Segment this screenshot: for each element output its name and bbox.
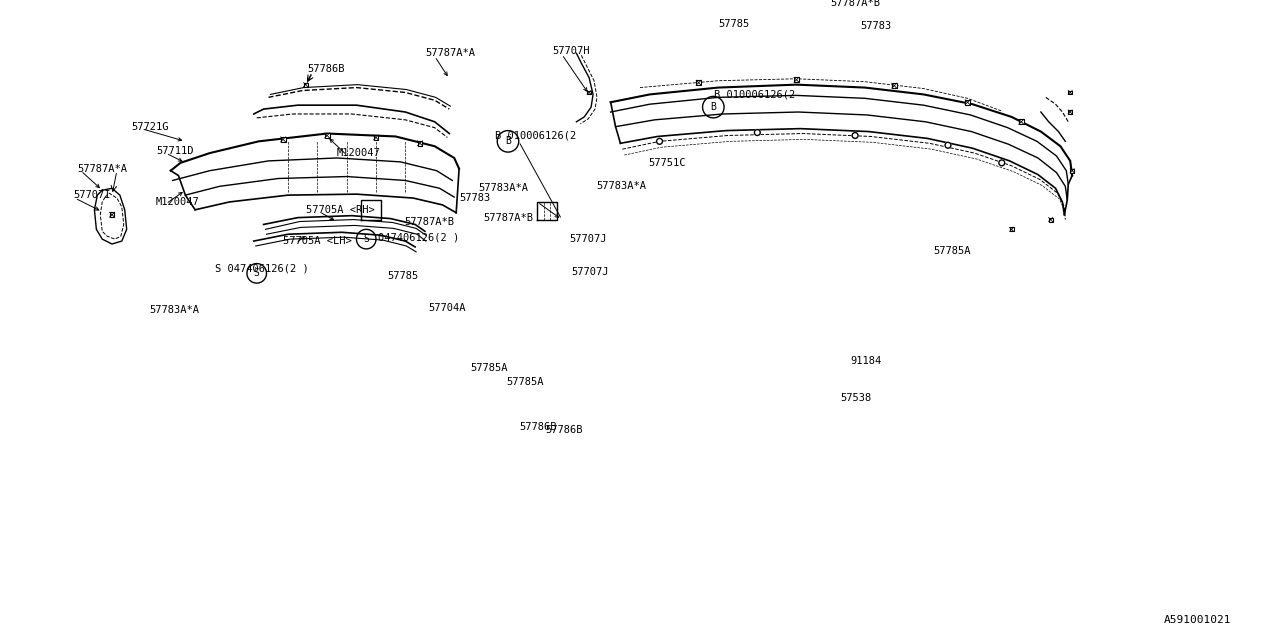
- Text: 57707J: 57707J: [572, 268, 609, 277]
- Text: 57785A: 57785A: [506, 377, 544, 387]
- Bar: [1048, 218, 1052, 221]
- Text: 57785: 57785: [718, 19, 750, 29]
- Text: 57787A*A: 57787A*A: [425, 49, 475, 58]
- Text: 57751C: 57751C: [648, 158, 685, 168]
- Text: 57786B: 57786B: [520, 422, 557, 432]
- Text: S: S: [253, 268, 260, 278]
- Bar: [1069, 110, 1073, 114]
- Circle shape: [945, 142, 951, 148]
- Text: 57783: 57783: [460, 193, 490, 203]
- Text: M120047: M120047: [337, 148, 380, 158]
- Text: 57538: 57538: [841, 392, 872, 403]
- Bar: [417, 141, 422, 146]
- Circle shape: [657, 138, 663, 144]
- Text: 57707I: 57707I: [73, 190, 110, 200]
- Bar: [1070, 169, 1074, 173]
- Text: 57783: 57783: [860, 21, 891, 31]
- Text: 57711D: 57711D: [156, 146, 193, 156]
- Text: A591001021: A591001021: [1164, 615, 1231, 625]
- Text: B 010006126(2: B 010006126(2: [495, 131, 576, 141]
- Text: 57704A: 57704A: [429, 303, 466, 312]
- Bar: [280, 137, 285, 142]
- Text: 57787A*A: 57787A*A: [78, 164, 128, 173]
- Text: 57787A*B: 57787A*B: [484, 212, 534, 223]
- Bar: [794, 77, 799, 82]
- Circle shape: [998, 160, 1005, 166]
- Bar: [325, 133, 329, 138]
- Text: S: S: [364, 234, 369, 244]
- Bar: [110, 212, 114, 217]
- Text: 57787A*B: 57787A*B: [831, 0, 881, 8]
- Bar: [1019, 119, 1024, 124]
- Bar: [1010, 227, 1014, 231]
- Text: 57785A: 57785A: [933, 246, 970, 256]
- Text: S 047406126(2 ): S 047406126(2 ): [215, 264, 308, 273]
- Text: 57705A <RH>: 57705A <RH>: [306, 205, 374, 215]
- Text: 57785: 57785: [388, 271, 419, 281]
- Text: 57787A*B: 57787A*B: [404, 216, 454, 227]
- Text: 57721G: 57721G: [132, 122, 169, 132]
- Bar: [303, 83, 307, 86]
- Text: B: B: [710, 102, 717, 112]
- Circle shape: [754, 130, 760, 136]
- Text: B 010006126(2: B 010006126(2: [714, 90, 796, 99]
- Bar: [892, 83, 897, 88]
- Text: 57783A*A: 57783A*A: [150, 305, 200, 314]
- Text: 57705A <LH>: 57705A <LH>: [283, 236, 352, 246]
- Text: 91184: 91184: [850, 356, 882, 366]
- Bar: [588, 90, 591, 95]
- Bar: [374, 135, 379, 140]
- Text: 57783A*A: 57783A*A: [596, 181, 646, 191]
- Bar: [696, 80, 701, 85]
- Text: 57785A: 57785A: [470, 363, 507, 373]
- Text: M120047: M120047: [156, 197, 200, 207]
- Circle shape: [852, 132, 858, 138]
- Text: 57707H: 57707H: [552, 46, 590, 56]
- Text: 57786B: 57786B: [307, 64, 346, 74]
- Bar: [1069, 90, 1073, 95]
- Text: 57783A*A: 57783A*A: [479, 183, 529, 193]
- Text: B: B: [506, 136, 511, 147]
- Text: 57707J: 57707J: [570, 234, 607, 244]
- Text: 047406126(2 ): 047406126(2 ): [378, 232, 460, 242]
- Bar: [965, 100, 970, 105]
- Text: 57786B: 57786B: [545, 425, 582, 435]
